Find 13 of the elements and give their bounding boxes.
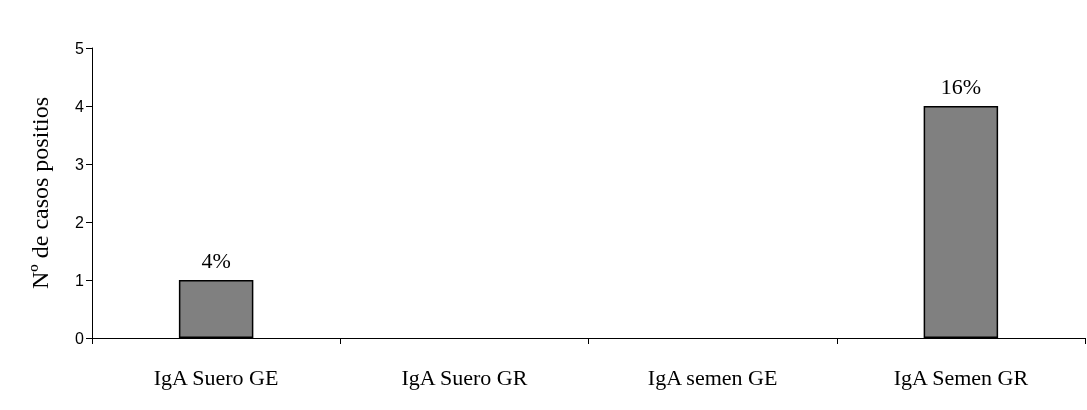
x-tick-label: IgA Suero GR — [401, 364, 528, 390]
y-tick-label: 0 — [75, 329, 85, 347]
y-tick-label: 5 — [75, 39, 85, 57]
annotation: 16% — [940, 74, 982, 99]
x-tick-label: IgA Semen GR — [893, 364, 1029, 390]
y-tick-label: 1 — [75, 271, 85, 289]
x-tick-label: IgA Suero GE — [153, 364, 279, 390]
annotation: 4% — [201, 248, 231, 273]
y-tick-label: 4 — [75, 97, 85, 115]
x-tick-label: IgA semen GE — [647, 364, 778, 390]
y-tick-label: 2 — [75, 213, 85, 231]
y-tick-label: 3 — [75, 155, 85, 173]
y-axis-title: Nº de casos positios — [27, 96, 53, 290]
